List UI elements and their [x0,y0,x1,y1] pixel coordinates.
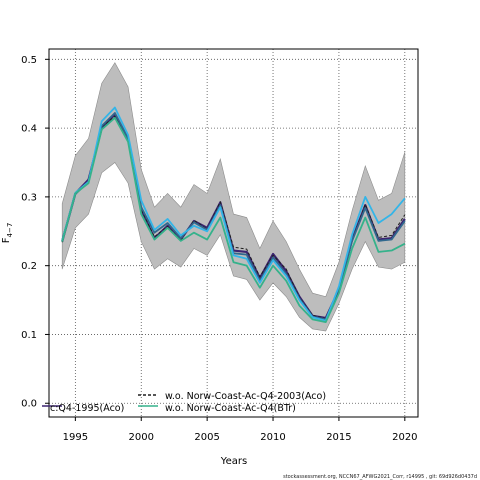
series-lines [61,106,406,323]
x-tick-label: 2020 [392,432,417,443]
x-tick-label: 2010 [260,432,285,443]
series-line-4 [61,106,406,322]
y-axis-title-subscript: 4−7 [6,223,14,238]
x-axis-title: Years [220,456,247,467]
confidence-band [61,62,406,332]
x-tick-label: 2005 [194,432,219,443]
y-tick-label: 0.5 [21,55,37,66]
x-tick-label: 1995 [63,432,88,443]
legend-label: c:Q4-1995(Aco) [50,403,124,414]
legend: c:Q4-1995(Aco) w.o. Norw-Coast-Ac-Q4-2003… [42,391,326,414]
y-tick-label: 0.0 [21,399,37,410]
x-tick-label: 2000 [129,432,154,443]
y-tick-label: 0.2 [21,261,37,272]
series-line-5 [61,116,406,323]
axes: 1995 2000 2005 2010 2015 2020 0.0 0.1 0.2 0.3 0.4 0… [21,55,417,443]
footer-credit: stockassessment.org, NCCN67_AFWG2021_Cor… [283,474,477,480]
y-tick-label: 0.3 [21,192,37,203]
x-tick-label: 2015 [326,432,351,443]
legend-label: w.o. Norw-Coast-Ac-Q4-2003(Aco) [165,391,326,402]
y-axis-title: F4−7 [1,223,14,244]
legend-label: w.o. Norw-Coast-Ac-Q4(BTr) [165,403,296,414]
y-tick-label: 0.4 [21,124,37,135]
y-tick-label: 0.1 [21,330,37,341]
y-axis-title-base: F [1,237,12,243]
plot-frame [48,48,419,418]
